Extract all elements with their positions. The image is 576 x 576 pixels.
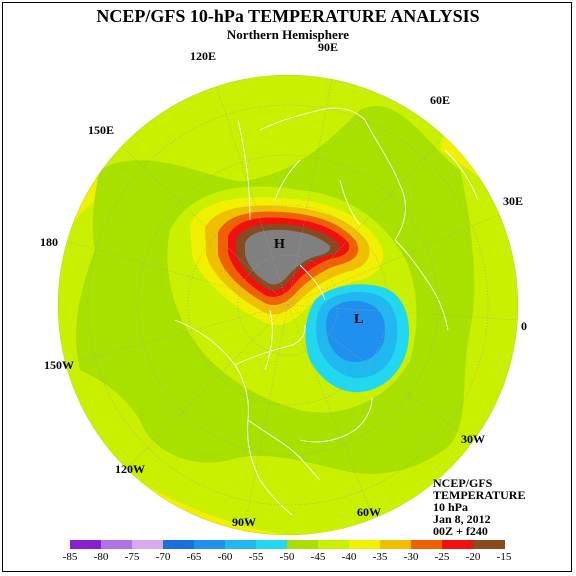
legend-swatch xyxy=(473,540,505,549)
legend-tick-label: -70 xyxy=(155,551,171,563)
legend-tick-label: -60 xyxy=(217,551,233,563)
legend-swatch xyxy=(318,540,350,549)
legend-tick-label: -15 xyxy=(496,551,512,563)
lon-label-60w: 60W xyxy=(357,505,381,519)
meridians xyxy=(61,79,518,526)
legend-tick-label: -30 xyxy=(403,551,419,563)
lon-label-30e: 30E xyxy=(503,194,524,208)
legend-tick-label: -75 xyxy=(124,551,140,563)
lon-label-120e: 120E xyxy=(190,49,217,63)
legend-swatch xyxy=(163,540,195,549)
lon-label-150e: 150E xyxy=(88,123,115,137)
latitude-circles xyxy=(87,104,489,506)
legend-swatch xyxy=(101,540,133,549)
legend-tick-label: -25 xyxy=(434,551,450,563)
map-boundary xyxy=(57,74,519,536)
legend-swatch xyxy=(70,540,102,549)
color-legend: -85 -80 -75 -70 -65 -60 -55 -50 -45 -40 -35 -30 -25 -… xyxy=(0,540,576,570)
info-line-variable: TEMPERATURE xyxy=(433,488,526,502)
legend-swatch xyxy=(132,540,164,549)
legend-swatch xyxy=(380,540,412,549)
low-center-label: L xyxy=(354,312,364,327)
legend-tick-label: -65 xyxy=(186,551,202,563)
legend-tick-label: -85 xyxy=(62,551,78,563)
high-center-label: H xyxy=(274,237,285,252)
info-line-run: 00Z + f240 xyxy=(433,524,488,538)
info-line-level: 10 hPa xyxy=(433,500,469,514)
legend-swatch xyxy=(194,540,226,549)
legend-swatch xyxy=(442,540,474,549)
legend-tick-label: -20 xyxy=(465,551,481,563)
lon-label-150w: 150W xyxy=(44,358,74,372)
lon-label-90e: 90E xyxy=(318,40,339,54)
legend-tick-label: -45 xyxy=(310,551,326,563)
lon-label-60e: 60E xyxy=(430,93,451,107)
coastlines xyxy=(174,107,479,516)
legend-swatch xyxy=(287,540,319,549)
legend-swatch xyxy=(225,540,257,549)
field-cold-blue xyxy=(326,300,386,362)
legend-tick-label: -80 xyxy=(93,551,109,563)
lon-label-30w: 30W xyxy=(461,432,485,446)
legend-tick-label: -40 xyxy=(341,551,357,563)
legend-tick-label: -50 xyxy=(279,551,295,563)
field-warm-gray xyxy=(245,229,331,285)
lon-label-180: 180 xyxy=(40,235,58,249)
lon-label-120w: 120W xyxy=(115,462,145,476)
info-line-date: Jan 8, 2012 xyxy=(433,512,491,526)
legend-tick-label: -35 xyxy=(372,551,388,563)
info-block: NCEP/GFS TEMPERATURE 10 hPa Jan 8, 2012 … xyxy=(433,477,525,537)
legend-tick-label: -55 xyxy=(248,551,264,563)
map-subtitle: Northern Hemisphere xyxy=(226,27,350,42)
lon-label-0: 0 xyxy=(521,319,527,333)
map-title: NCEP/GFS 10-hPa TEMPERATURE ANALYSIS xyxy=(96,6,480,26)
legend-swatch xyxy=(256,540,288,549)
legend-swatch xyxy=(349,540,381,549)
legend-swatch xyxy=(411,540,443,549)
lon-label-90w: 90W xyxy=(232,515,256,529)
info-line-model: NCEP/GFS xyxy=(433,476,493,490)
figure-border xyxy=(2,2,572,572)
